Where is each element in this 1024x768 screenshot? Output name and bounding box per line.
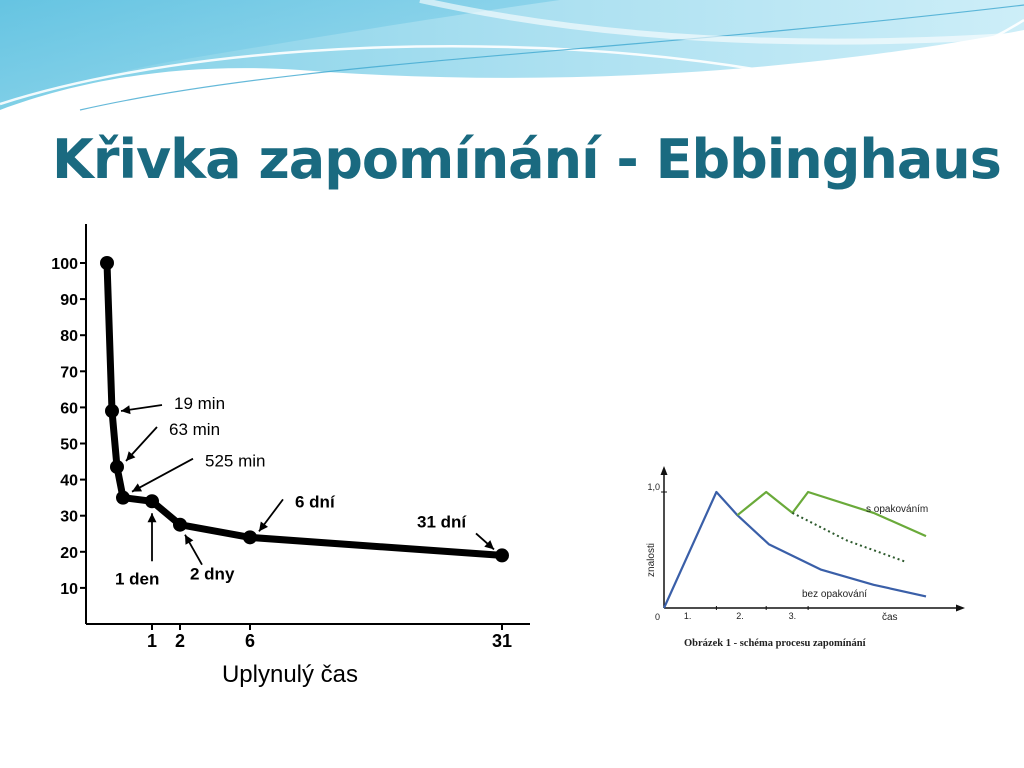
x-tick-label: 6 xyxy=(245,631,255,651)
chart2-series-line-bez-opakov-n xyxy=(662,490,927,609)
chart2-series-line-s-opakov-n-m xyxy=(736,490,927,538)
data-point xyxy=(100,256,114,270)
data-point xyxy=(145,494,159,509)
chart2-caption: Obrázek 1 - schéma procesu zapomínání xyxy=(684,638,867,649)
annotation-label: 63 min xyxy=(169,420,220,439)
annotation-label: 19 min xyxy=(174,394,225,413)
data-point xyxy=(173,517,187,532)
annotation-arrowhead xyxy=(484,540,494,550)
y-tick-label: 100 xyxy=(52,256,78,273)
chart2-y-tick-label: 1,0 xyxy=(647,482,660,492)
chart2-x-tick-label: 1. xyxy=(684,611,692,621)
annotation-2-dny: 2 dny xyxy=(184,534,235,584)
data-point xyxy=(243,530,257,545)
y-tick-label: 90 xyxy=(60,292,78,309)
annotation-63-min: 63 min xyxy=(125,420,220,462)
annotation-1-den: 1 den xyxy=(115,513,159,588)
slide-title: Křivka zapomínání - Ebbinghaus xyxy=(52,128,1002,191)
annotation-label: 2 dny xyxy=(190,565,235,584)
x-tick-label: 31 xyxy=(492,631,512,651)
y-tick-label: 10 xyxy=(60,581,78,598)
repetition-schema-chart: 0 1,0 1. 2. 3. znalosti čas s opakováním bez… xyxy=(640,460,970,650)
annotation-6-dn: 6 dní xyxy=(258,492,336,532)
annotation-19-min: 19 min xyxy=(120,394,225,415)
annotation-arrowhead xyxy=(185,534,194,545)
forgetting-curve-line xyxy=(103,259,506,559)
chart2-x-tick-label: 3. xyxy=(789,611,797,621)
header-wave-banner xyxy=(0,0,1024,111)
annotation-525-min: 525 min xyxy=(131,452,265,493)
chart1-x-axis-label: Uplynulý čas xyxy=(222,661,358,688)
y-tick-label: 60 xyxy=(60,400,78,417)
annotation-31-dn: 31 dní xyxy=(417,512,495,551)
annotation-label: 31 dní xyxy=(417,512,467,531)
y-tick-label: 20 xyxy=(60,545,78,562)
series-label-bez-opakovani: bez opakování xyxy=(802,589,867,600)
chart2-x-tick-label: 2. xyxy=(736,611,744,621)
chart2-series-line-projection xyxy=(791,512,906,563)
data-point xyxy=(110,459,124,474)
annotation-arrowhead xyxy=(126,451,136,461)
series-label-s-opakovanim: s opakováním xyxy=(866,504,928,515)
annotation-label: 1 den xyxy=(115,569,159,588)
y-tick-label: 30 xyxy=(60,509,78,526)
y-tick-label: 50 xyxy=(60,437,78,454)
annotation-arrowhead xyxy=(147,513,157,523)
data-point xyxy=(105,404,119,419)
forgetting-curve-chart: 10 20 30 40 50 60 70 80 90 100 1 2 6 31 19 min 63 min… xyxy=(52,216,538,696)
chart2-x-axis-arrowhead xyxy=(956,604,965,612)
x-tick-label: 2 xyxy=(175,631,185,651)
y-tick-label: 70 xyxy=(60,364,78,381)
y-tick-label: 40 xyxy=(60,473,78,490)
annotation-label: 6 dní xyxy=(295,492,336,511)
chart2-y-axis-label: znalosti xyxy=(646,543,657,577)
annotation-arrowhead xyxy=(259,521,268,532)
annotation-label: 525 min xyxy=(205,452,265,471)
annotation-arrow xyxy=(131,457,194,493)
chart2-y-tick-label: 0 xyxy=(655,612,660,622)
data-point xyxy=(495,548,509,563)
chart2-x-axis-label: čas xyxy=(882,612,898,623)
x-tick-label: 1 xyxy=(147,631,157,651)
y-tick-label: 80 xyxy=(60,328,78,345)
data-point xyxy=(116,490,130,505)
annotation-arrowhead xyxy=(121,405,131,415)
chart2-background xyxy=(640,460,970,650)
annotation-arrowhead xyxy=(132,483,143,492)
chart2-y-axis-arrowhead xyxy=(660,466,668,475)
